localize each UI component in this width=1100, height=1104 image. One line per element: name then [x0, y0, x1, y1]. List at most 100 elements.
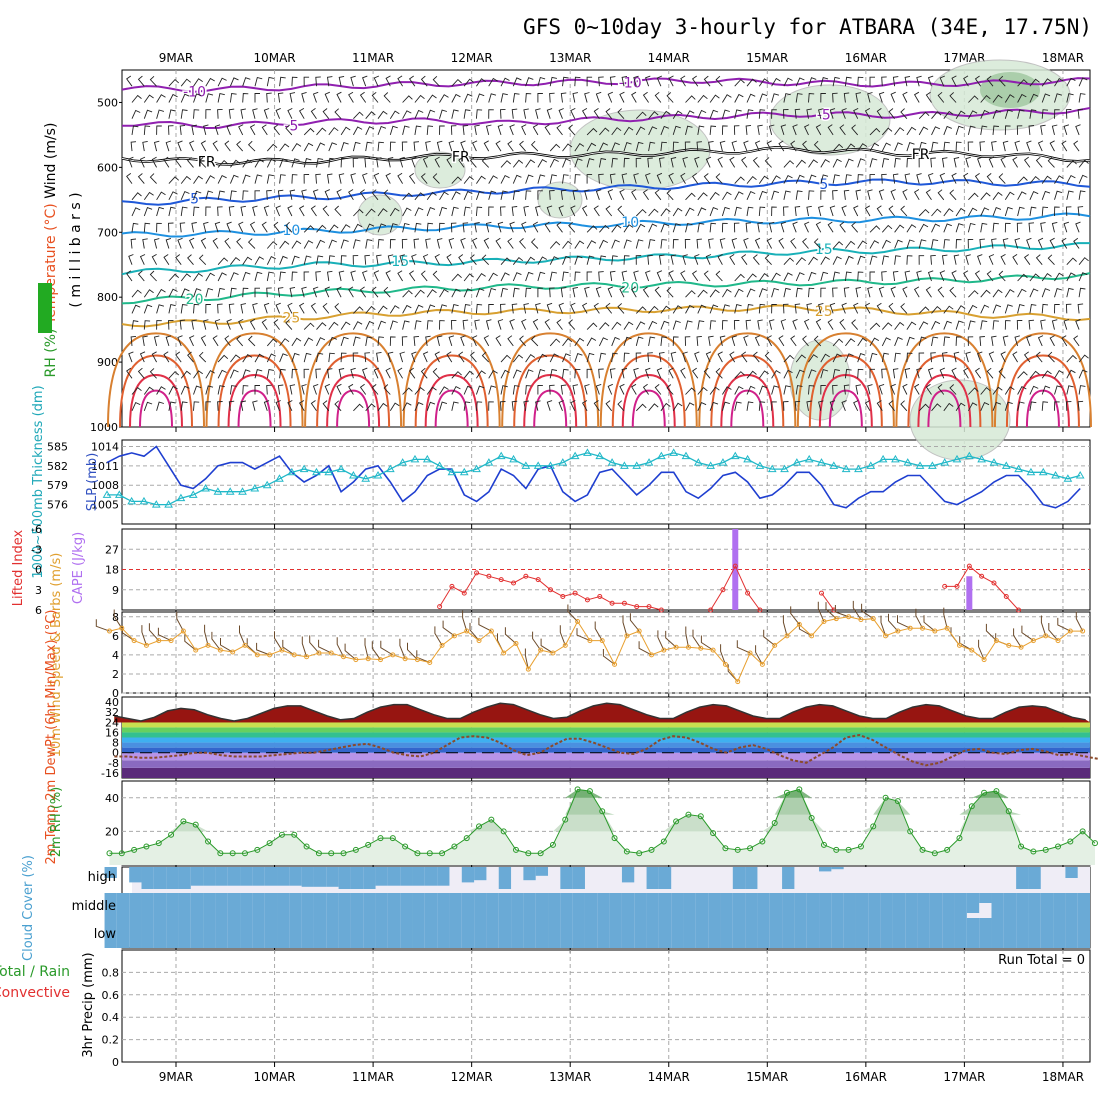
wind-barb [229, 369, 239, 379]
wind-barb [488, 175, 498, 184]
run-total-label: Run Total = 0 [998, 953, 1085, 968]
temp-ytick-label: 32 [105, 706, 119, 719]
cloud-bar-low [486, 918, 499, 948]
thickness-marker [730, 451, 740, 460]
wind-barb [397, 172, 403, 184]
wind-barb [532, 318, 539, 330]
wind-barb [722, 288, 732, 298]
wind-barb [156, 288, 166, 298]
isotherm-label: -5 [817, 107, 831, 123]
wind-barb [316, 157, 324, 168]
wind-barb [376, 254, 382, 265]
wind-barb [979, 238, 985, 249]
wind-barb [586, 337, 597, 347]
wind-barb [783, 272, 793, 282]
cloud-bar-middle [843, 893, 856, 918]
wind-barb [1078, 272, 1088, 282]
wind-barb [376, 157, 382, 168]
wind-barb [353, 126, 363, 136]
wind-barb [143, 320, 151, 330]
thickness-marker [201, 483, 210, 492]
wind-barb [894, 352, 901, 363]
wind-barb [808, 354, 818, 363]
cloud-bar-low [966, 918, 980, 948]
wind-barb [931, 336, 939, 346]
rh-marker [981, 789, 988, 796]
wind-barb [328, 127, 339, 136]
wind-barb [746, 288, 756, 298]
wind-barb [709, 125, 717, 135]
cape-ytick-label: 18 [105, 564, 119, 577]
wind-barb [168, 288, 178, 298]
wind-barb [316, 322, 327, 330]
warm-isotherm-bubble [513, 354, 588, 428]
wind-barb [371, 189, 379, 201]
wind-barb [795, 287, 803, 298]
wind-barb [672, 402, 683, 412]
wind-barb [156, 109, 165, 119]
warm-isotherm-bubble [107, 332, 205, 428]
wind-barb [968, 95, 979, 103]
surface-wind-barb [1075, 611, 1084, 632]
wind-barb [205, 287, 214, 298]
wind-ytick-label: 0 [112, 687, 119, 700]
wind-barb [844, 158, 854, 168]
wind-barb [402, 304, 412, 314]
wind-barb [289, 92, 296, 103]
wind-barb [315, 271, 321, 282]
wind-barb [654, 91, 662, 103]
bottom-date-label: 11MAR [352, 1070, 394, 1084]
wind-barb [549, 353, 559, 363]
wind-barb [570, 107, 576, 119]
wind-barb [462, 319, 469, 330]
wind-barb [635, 306, 647, 314]
wind-barb [383, 189, 391, 201]
wind-barb [224, 140, 231, 152]
wind-barb [279, 368, 286, 379]
wind-barb [275, 302, 281, 314]
wind-barb [303, 240, 314, 249]
wind-barb [401, 141, 408, 152]
thickness-marker [459, 467, 469, 476]
rh-marker [870, 823, 877, 830]
wind-barb [488, 369, 498, 379]
wind-barb [203, 319, 209, 330]
wind-barb [584, 189, 590, 200]
wind-barb [266, 384, 272, 395]
wind-barb [697, 222, 705, 233]
wind-barb [212, 335, 219, 347]
wind-barb [254, 174, 263, 184]
cloud-bar-middle [868, 893, 881, 918]
wind-barb [500, 369, 510, 379]
wind-barb [1035, 351, 1043, 363]
wind-speed-marker [809, 633, 815, 639]
wind-barb [414, 125, 422, 135]
wind-barb [562, 368, 569, 379]
wind-barb [906, 255, 913, 265]
panel-frame-prec [121, 949, 1091, 1063]
wind-speed-marker [796, 621, 802, 627]
bottom-date-label: 16MAR [845, 1070, 887, 1084]
surface-wind-barb [239, 625, 246, 646]
wind-barb [205, 272, 215, 282]
wind-barb [974, 173, 982, 184]
cape-ylabel: CAPE (J/kg) [71, 532, 86, 604]
wind-barb [635, 223, 646, 233]
wind-barb [131, 192, 142, 201]
wind-barb [682, 351, 688, 363]
wind-barb [832, 384, 838, 395]
wind-barb [717, 351, 723, 363]
wind-barb [963, 367, 969, 379]
wind-barb [476, 370, 486, 379]
wind-barb [743, 335, 749, 347]
cloud-bar-middle [831, 893, 844, 918]
wind-barb [685, 304, 695, 314]
wind-barb [648, 305, 659, 314]
wind-speed-marker [956, 642, 962, 648]
wind-barb [142, 140, 148, 152]
temp-ytick-label: 8 [112, 737, 119, 750]
wind-barb [352, 255, 359, 265]
wind-barb [377, 402, 388, 412]
warm-isotherm-bubble [1015, 373, 1070, 428]
top-date-label: 10MAR [253, 51, 295, 65]
